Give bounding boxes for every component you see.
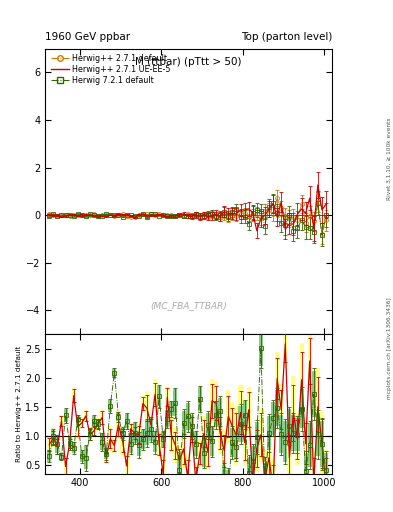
Text: mcplots.cern.ch [arXiv:1306.3436]: mcplots.cern.ch [arXiv:1306.3436] bbox=[387, 297, 392, 399]
Legend: Herwig++ 2.7.1 default, Herwig++ 2.7.1 UE-EE-5, Herwig 7.2.1 default: Herwig++ 2.7.1 default, Herwig++ 2.7.1 U… bbox=[49, 53, 172, 87]
Y-axis label: Ratio to Herwig++ 2.7.1 default: Ratio to Herwig++ 2.7.1 default bbox=[16, 346, 22, 462]
Text: Rivet 3.1.10, ≥ 100k events: Rivet 3.1.10, ≥ 100k events bbox=[387, 117, 392, 200]
Text: Top (parton level): Top (parton level) bbox=[241, 32, 332, 42]
Text: (MC_FBA_TTBAR): (MC_FBA_TTBAR) bbox=[150, 301, 227, 310]
Text: M (ttbar) (pTtt > 50): M (ttbar) (pTtt > 50) bbox=[136, 57, 242, 67]
Text: 1960 GeV ppbar: 1960 GeV ppbar bbox=[45, 32, 130, 42]
